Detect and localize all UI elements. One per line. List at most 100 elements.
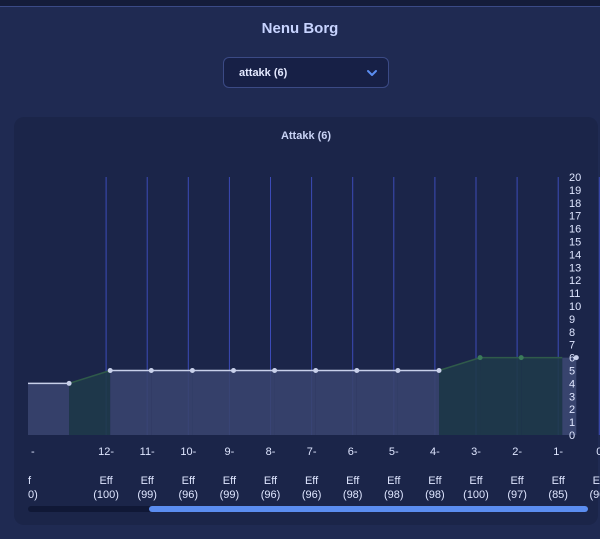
data-point	[148, 368, 154, 373]
y-tick-label: 12	[569, 275, 581, 287]
y-tick-label: 6	[569, 353, 575, 365]
x-tick-label: 6-	[348, 446, 358, 458]
chart-scrollbar-thumb[interactable]	[149, 506, 588, 512]
x-tick-label: 1-	[553, 446, 563, 458]
data-point	[231, 368, 236, 373]
x-tick-label: Eff	[428, 475, 442, 487]
y-tick-label: 16	[569, 224, 581, 236]
x-tick-label: 12-	[98, 446, 114, 458]
y-tick-label: 4	[569, 378, 575, 390]
area-segment	[315, 370, 357, 435]
area-segment	[480, 357, 522, 435]
y-tick-label: 7	[569, 340, 575, 352]
data-point	[436, 368, 442, 373]
data-point	[313, 368, 319, 373]
chevron-down-icon	[367, 70, 377, 76]
x-tick-label: Eff	[346, 475, 360, 487]
area-segment	[28, 383, 70, 435]
series-line	[438, 356, 481, 372]
x-tick-label: Eff	[552, 475, 566, 487]
x-tick-label: 4-	[430, 446, 440, 458]
x-tick-label: 0)	[28, 489, 38, 501]
data-point	[395, 368, 401, 373]
y-tick-label: 15	[569, 237, 581, 249]
chart-title: Attakk (6)	[280, 130, 332, 142]
x-tick-label: (90)	[590, 489, 600, 501]
y-tick-label: 0	[569, 430, 575, 442]
y-tick-label: 14	[569, 249, 581, 261]
area-segment	[274, 370, 316, 435]
data-point	[189, 368, 195, 373]
y-tick-label: 5	[569, 366, 575, 378]
x-tick-label: 2-	[512, 446, 522, 458]
y-tick-label: 10	[569, 301, 581, 313]
x-tick-label: (96)	[179, 489, 199, 501]
area-segment	[521, 357, 563, 435]
data-point	[518, 355, 524, 361]
y-tick-label: 17	[569, 211, 581, 223]
area-segment	[192, 370, 234, 435]
series-line	[68, 369, 111, 385]
x-tick-label: 8-	[266, 446, 276, 458]
x-tick-label: 0	[596, 446, 600, 458]
x-tick-label: (99)	[220, 489, 240, 501]
x-tick-label: (97)	[507, 489, 527, 501]
data-point	[107, 368, 113, 373]
x-tick-label: (96)	[261, 489, 281, 501]
y-tick-label: 1	[569, 417, 575, 429]
area-segment	[356, 370, 398, 435]
x-tick-label: f	[28, 475, 32, 487]
chart-panel	[14, 117, 598, 525]
x-tick-label: (100)	[93, 489, 119, 501]
y-tick-label: 3	[569, 391, 575, 403]
x-tick-label: Eff	[387, 475, 401, 487]
data-point	[354, 368, 360, 373]
area-segment	[397, 370, 439, 435]
data-point	[573, 355, 579, 361]
area-segment	[69, 370, 111, 435]
x-tick-label: Eff	[469, 475, 483, 487]
data-point	[66, 380, 72, 386]
x-tick-label: Eff	[182, 475, 196, 487]
x-tick-label: Eff	[141, 475, 155, 487]
area-segment	[233, 370, 275, 435]
page-title: Nenu Borg	[261, 20, 339, 37]
x-tick-label: Eff	[593, 475, 600, 487]
window-top-bar	[0, 0, 600, 7]
x-tick-label: Eff	[305, 475, 319, 487]
x-tick-label: (85)	[548, 489, 568, 501]
x-tick-label: Eff	[510, 475, 524, 487]
y-tick-label: 13	[569, 262, 581, 274]
x-tick-label: Eff	[223, 475, 237, 487]
y-tick-label: 18	[569, 198, 581, 210]
x-tick-label: (96)	[302, 489, 322, 501]
x-tick-label: (100)	[463, 489, 489, 501]
area-segment	[151, 370, 193, 435]
x-tick-label: (99)	[137, 489, 157, 501]
x-tick-label: 5-	[389, 446, 399, 458]
x-tick-label: 3-	[471, 446, 481, 458]
x-tick-label: (98)	[425, 489, 445, 501]
data-point	[272, 368, 278, 373]
y-tick-label: 9	[569, 314, 575, 326]
x-tick-label: (98)	[343, 489, 363, 501]
data-point	[477, 355, 483, 361]
x-tick-label: 7-	[307, 446, 317, 458]
x-tick-label: -	[31, 446, 35, 458]
area-segment	[562, 357, 577, 435]
dropdown-selected-value: attakk (6)	[239, 67, 288, 79]
y-tick-label: 20	[569, 172, 581, 184]
x-tick-label: Eff	[99, 475, 113, 487]
y-tick-label: 11	[569, 288, 580, 300]
area-segment	[110, 370, 152, 435]
x-tick-label: 11-	[140, 446, 155, 458]
stat-select-dropdown[interactable]: attakk (6)	[223, 57, 389, 88]
x-tick-label: 9-	[225, 446, 235, 458]
x-tick-label: Eff	[264, 475, 278, 487]
y-tick-label: 19	[569, 185, 581, 197]
area-segment	[439, 357, 481, 435]
x-tick-label: 10-	[180, 446, 196, 458]
y-tick-label: 8	[569, 327, 575, 339]
x-tick-label: (98)	[384, 489, 404, 501]
